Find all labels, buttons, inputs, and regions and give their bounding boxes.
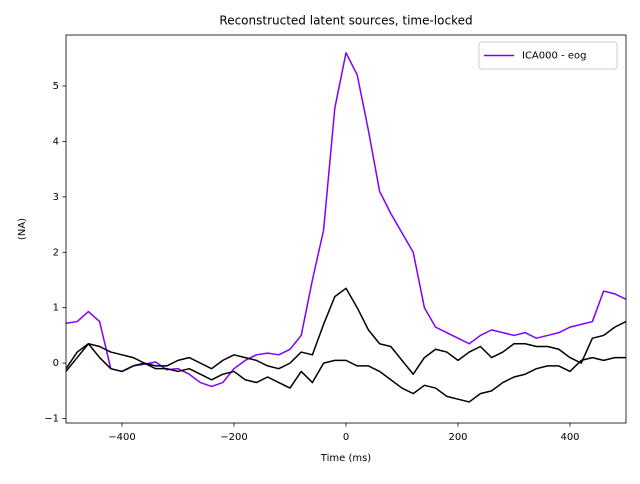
x-tick-label: 0 (343, 432, 349, 443)
y-axis-label: (NA) (17, 218, 28, 240)
series-line (66, 287, 626, 375)
y-tick-label: 0 (53, 358, 59, 369)
y-tick-label: 1 (53, 303, 59, 314)
series-line (66, 51, 626, 388)
series-line (66, 342, 626, 403)
legend-label: ICA000 - eog (522, 51, 586, 62)
chart-title: Reconstructed latent sources, time-locke… (219, 14, 472, 28)
legend-box (478, 41, 618, 70)
y-tick-label: 4 (53, 136, 59, 147)
x-tick-label: 200 (448, 432, 467, 443)
plot-frame (65, 34, 627, 424)
y-tick-label: 2 (53, 247, 59, 258)
x-tick-label: 400 (560, 432, 579, 443)
y-tick-label: −1 (44, 414, 59, 425)
x-tick-label: −200 (220, 432, 247, 443)
y-tick-label: 3 (53, 192, 59, 203)
y-tick-label: 5 (53, 81, 59, 92)
x-axis-label: Time (ms) (320, 453, 372, 464)
x-tick-label: −400 (108, 432, 135, 443)
